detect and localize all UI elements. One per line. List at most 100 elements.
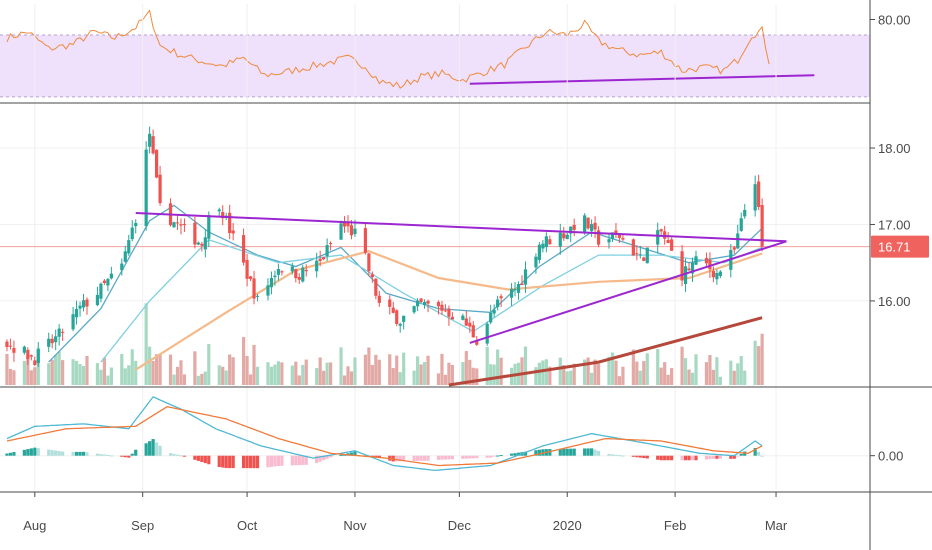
- volume-bar: [106, 375, 110, 385]
- triangle-trendline: [135, 212, 787, 243]
- candle-body: [123, 251, 127, 262]
- candle-body: [266, 285, 270, 296]
- moving-average-line: [48, 204, 763, 363]
- macd-histogram-bar: [127, 455, 131, 458]
- candle-body: [412, 306, 416, 313]
- macd-histogram-bar: [461, 455, 465, 459]
- volume-bar: [690, 372, 695, 385]
- macd-histogram-bar: [492, 455, 496, 457]
- candle-body: [690, 262, 695, 274]
- candle-body: [509, 289, 514, 298]
- macd-histogram-bar: [416, 455, 420, 461]
- macd-histogram-bar: [537, 449, 541, 456]
- macd-y-tick-label: 0.00: [878, 449, 903, 464]
- macd-histogram-bar: [732, 455, 736, 459]
- rsi-panel[interactable]: 80.00: [0, 9, 911, 98]
- time-axis-label: Dec: [448, 518, 472, 533]
- volume-bar: [621, 366, 625, 385]
- candle-body: [475, 340, 479, 345]
- macd-histogram-bar: [638, 455, 642, 458]
- volume-bar: [349, 371, 354, 385]
- candle-body: [269, 277, 274, 288]
- macd-histogram-bar: [659, 455, 663, 461]
- time-axis[interactable]: Aug Sep Oct Nov Dec 2020 Feb Mar: [23, 492, 788, 533]
- candle-body: [179, 224, 183, 226]
- candle-body: [732, 247, 736, 250]
- candle-body: [297, 277, 301, 280]
- candle-body: [593, 222, 597, 230]
- candle-body: [572, 224, 576, 230]
- macd-histogram-bar: [708, 455, 712, 460]
- candle-body: [370, 274, 374, 278]
- macd-histogram-bar: [617, 455, 622, 457]
- price-panel[interactable]: 18.00 17.00 16.00 16.71: [0, 4, 929, 490]
- volume-bar: [273, 364, 277, 385]
- time-axis-label: Sep: [131, 518, 154, 533]
- candle-body: [74, 308, 79, 318]
- macd-histogram-bar: [71, 451, 75, 456]
- volume-bar: [736, 363, 740, 385]
- macd-histogram-bar: [670, 455, 674, 461]
- volume-bar: [583, 359, 587, 385]
- macd-histogram-bar: [269, 455, 274, 467]
- candle-body: [109, 273, 113, 279]
- volume-bar: [47, 363, 51, 385]
- volume-bar: [659, 367, 663, 385]
- volume-bar: [743, 370, 747, 385]
- macd-histogram-bar: [329, 455, 333, 458]
- candle-body: [5, 341, 9, 348]
- macd-panel[interactable]: 0.00: [0, 396, 903, 472]
- candle-body: [683, 266, 688, 285]
- volume-bar: [224, 370, 228, 385]
- candle-body: [586, 217, 590, 229]
- macd-histogram: [5, 439, 764, 469]
- candle-body: [711, 270, 715, 278]
- candle-body: [489, 312, 493, 323]
- candle-body: [513, 289, 517, 291]
- candle-body: [537, 244, 541, 260]
- macd-histogram-bar: [231, 455, 235, 469]
- macd-histogram-bar: [130, 453, 134, 456]
- macd-histogram-bar: [419, 455, 423, 461]
- macd-histogram-bar: [426, 455, 430, 461]
- volume-bar: [635, 361, 639, 385]
- volume-bar: [322, 370, 326, 385]
- volume-bar: [252, 344, 256, 385]
- volume-bar: [151, 360, 155, 385]
- volume-bar: [353, 357, 357, 385]
- volume-bar: [711, 369, 715, 385]
- volume-bar: [760, 333, 764, 385]
- candle-body: [614, 230, 618, 235]
- macd-histogram-bar: [95, 453, 100, 456]
- volume-bar: [704, 362, 709, 385]
- macd-histogram-bar: [471, 455, 475, 459]
- candle-body: [144, 149, 148, 227]
- volume-bar: [544, 359, 548, 385]
- volume-bar: [269, 366, 274, 385]
- macd-histogram-bar: [436, 455, 441, 460]
- candle-body: [548, 239, 552, 245]
- macd-histogram-bar: [297, 455, 301, 466]
- volume-bar: [461, 362, 465, 385]
- macd-histogram-bar: [290, 455, 294, 466]
- candle-body: [757, 181, 761, 207]
- macd-histogram-bar: [304, 455, 308, 465]
- volume-bar: [144, 303, 148, 385]
- macd-histogram-bar: [196, 455, 200, 461]
- volume-bar: [732, 370, 736, 385]
- candle-body: [499, 296, 503, 299]
- macd-histogram-bar: [151, 439, 155, 456]
- macd-histogram-bar: [106, 454, 110, 456]
- volume-bar: [683, 358, 688, 385]
- volume-bar: [26, 357, 30, 385]
- volume-bar: [419, 364, 423, 385]
- candle-body: [541, 243, 545, 249]
- volume-bar: [228, 354, 232, 385]
- volume-bar: [464, 351, 468, 385]
- volume-bar: [534, 367, 538, 385]
- volume-bar: [134, 360, 138, 385]
- volume-bar: [78, 364, 82, 385]
- candle-body: [33, 360, 37, 366]
- candle-body: [715, 273, 719, 280]
